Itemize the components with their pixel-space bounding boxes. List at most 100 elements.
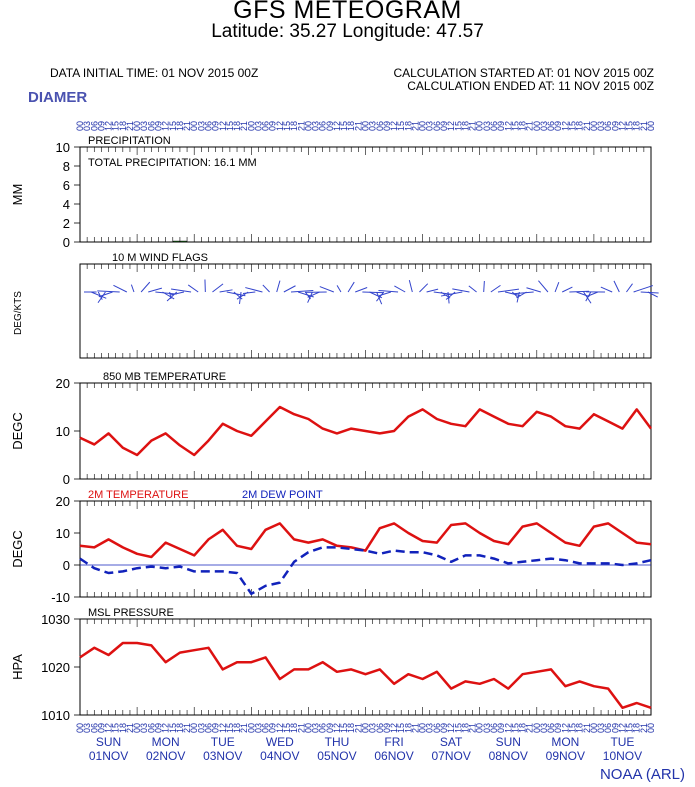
wind-barb [576, 291, 590, 298]
bottom-hour-label: 06 [375, 723, 385, 733]
top-hour-label: 03 [253, 121, 263, 131]
wind-barb [600, 286, 613, 293]
bottom-hour-label: 18 [518, 723, 528, 733]
wind-barb [468, 285, 477, 293]
top-hour-label: 06 [318, 121, 328, 131]
top-hour-label: 12 [332, 121, 342, 131]
top-hour-label: 21 [125, 121, 135, 131]
wind-barb [97, 291, 106, 304]
y-tick-label: 10 [56, 424, 70, 439]
wind-barb [212, 283, 224, 293]
noaa-credit: NOAA (ARL) [599, 766, 685, 783]
top-hour-label: 03 [596, 121, 606, 131]
y-axis-label: DEGC [10, 412, 25, 450]
top-hour-label: 15 [168, 121, 178, 131]
top-hour-label: 15 [625, 121, 635, 131]
date-label: 10NOV [603, 749, 642, 763]
top-hour-label: 18 [575, 121, 585, 131]
top-hour-label: 18 [175, 121, 185, 131]
bottom-hour-label: 18 [632, 723, 642, 733]
bottom-hour-label: 00 [132, 723, 142, 733]
bottom-hour-label: 21 [468, 723, 478, 733]
wind-barb [307, 291, 320, 298]
bottom-hour-label: 06 [146, 723, 156, 733]
wind-barb [490, 284, 501, 293]
data-initial-time: DATA INITIAL TIME: 01 NOV 2015 00Z [50, 66, 259, 80]
top-hour-label: 06 [146, 121, 156, 131]
y-tick-label: 6 [63, 178, 70, 193]
wind-barb [585, 291, 592, 302]
temp-legend: 2M TEMPERATURE [88, 489, 188, 501]
temp850-line [79, 405, 653, 457]
top-hour-label: 12 [503, 121, 513, 131]
date-label: 09NOV [546, 749, 585, 763]
bottom-hour-label: 03 [539, 723, 549, 733]
top-hour-label: 09 [439, 121, 449, 131]
bottom-hour-label: 00 [589, 723, 599, 733]
top-hour-label: 18 [346, 121, 356, 131]
y-tick-label: 0 [63, 472, 70, 487]
bottom-hour-label: 06 [603, 723, 613, 733]
wind-barb [140, 281, 151, 293]
bottom-hour-label: 00 [646, 723, 656, 733]
wind-barb [155, 291, 177, 295]
wind-barb [239, 291, 242, 305]
wind-barb [130, 284, 135, 293]
date-label: 02NOV [146, 749, 185, 763]
bottom-hour-label: 06 [89, 723, 99, 733]
bottom-hour-label: 21 [639, 723, 649, 733]
temp2m-line [79, 522, 652, 559]
pressure-panel [79, 618, 652, 716]
wind-barb [613, 280, 620, 293]
wind-barb [554, 282, 560, 293]
top-hour-label: 21 [353, 121, 363, 131]
wind-barb [452, 288, 470, 293]
chart-subtitle: Latitude: 35.27 Longitude: 47.57 [211, 21, 484, 42]
precip-title: PRECIPITATION [88, 135, 171, 147]
temp850-title: 850 MB TEMPERATURE [103, 371, 226, 383]
wind-barb [336, 285, 342, 293]
y-tick-label: 10 [56, 526, 70, 541]
bottom-hour-label: 18 [460, 723, 470, 733]
bottom-hour-label: 09 [154, 723, 164, 733]
bottom-hour-label: 12 [503, 723, 513, 733]
top-hour-label: 00 [303, 121, 313, 131]
chart-title: GFS METEOGRAM [233, 0, 462, 24]
bottom-hour-label: 06 [546, 723, 556, 733]
bottom-hour-label: 03 [82, 723, 92, 733]
day-label: MON [551, 735, 579, 749]
top-hour-label: 03 [539, 121, 549, 131]
calculation-ended: CALCULATION ENDED AT: 11 NOV 2015 00Z [407, 79, 654, 93]
wind-panel [79, 263, 652, 359]
top-hour-label: 06 [603, 121, 613, 131]
bottom-hour-label: 18 [232, 723, 242, 733]
y-axis-label: HPA [10, 654, 25, 680]
bottom-hour-label: 18 [118, 723, 128, 733]
top-hour-label: 18 [632, 121, 642, 131]
top-hour-label: 00 [646, 121, 656, 131]
wind-barb [170, 288, 192, 293]
bottom-hour-label: 00 [532, 723, 542, 733]
wind-barb [170, 291, 185, 296]
y-tick-label: 10 [56, 140, 70, 155]
bottom-hour-label: 18 [575, 723, 585, 733]
y-tick-label: 1030 [41, 612, 70, 627]
bottom-hour-label: 09 [96, 723, 106, 733]
wind-barb [497, 288, 520, 293]
date-label: 03NOV [203, 749, 242, 763]
top-hour-label: 21 [468, 121, 478, 131]
bottom-hour-label: 00 [189, 723, 199, 733]
bottom-hour-label: 12 [332, 723, 342, 733]
bottom-hour-label: 18 [346, 723, 356, 733]
wind-barb [233, 291, 243, 300]
top-hour-label: 21 [639, 121, 649, 131]
bottom-hour-label: 06 [432, 723, 442, 733]
y-tick-label: 1010 [41, 708, 70, 723]
bottom-hour-label: 03 [311, 723, 321, 733]
top-hour-label: 00 [475, 121, 485, 131]
bottom-hour-label: 21 [182, 723, 192, 733]
bottom-hour-label: 15 [453, 723, 463, 733]
wind-barb [483, 280, 485, 293]
precip-bar [180, 240, 187, 243]
